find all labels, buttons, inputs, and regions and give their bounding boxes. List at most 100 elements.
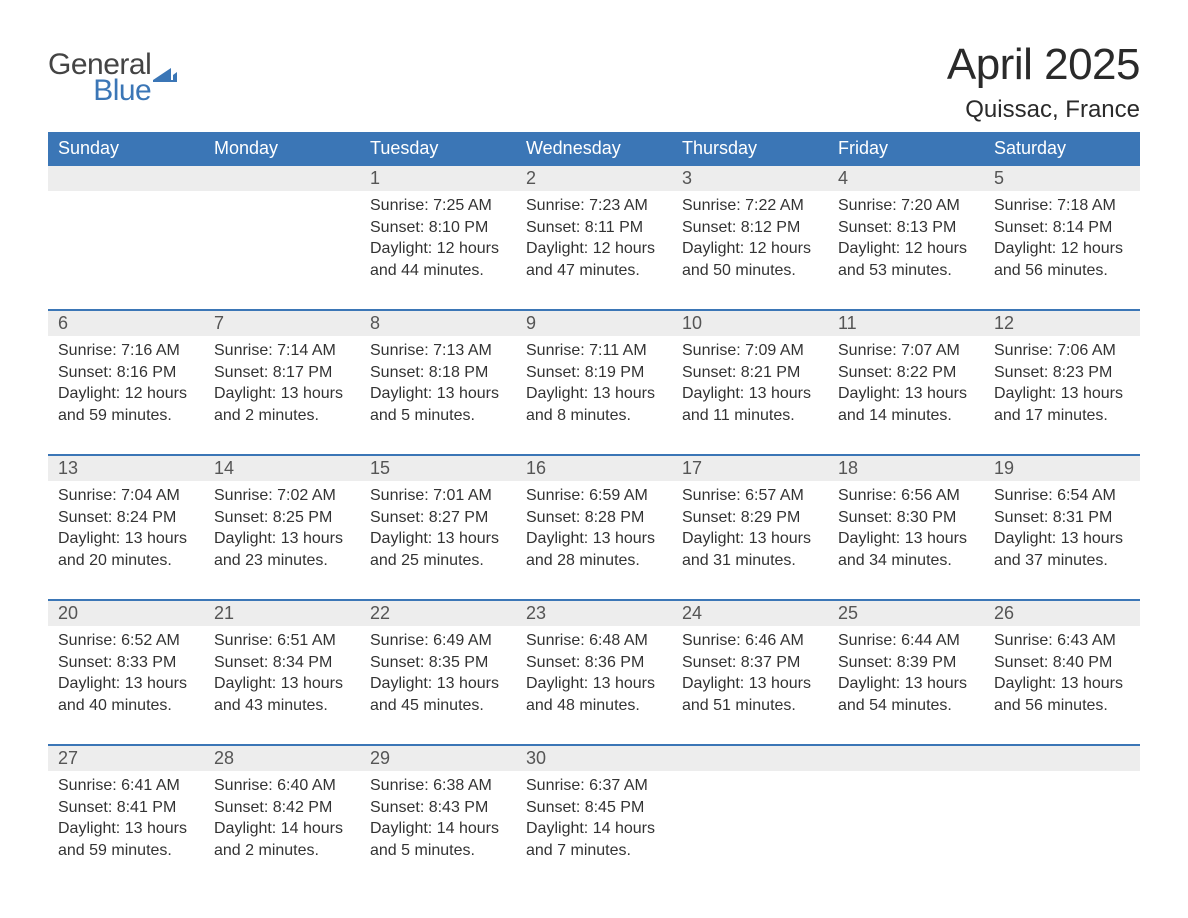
daylight-text: Daylight: 13 hours and 20 minutes.: [58, 528, 194, 571]
day-cell: Sunrise: 7:09 AMSunset: 8:21 PMDaylight:…: [672, 336, 828, 432]
day-cell: Sunrise: 6:49 AMSunset: 8:35 PMDaylight:…: [360, 626, 516, 722]
daylight-text: Daylight: 13 hours and 23 minutes.: [214, 528, 350, 571]
day-cell: Sunrise: 7:16 AMSunset: 8:16 PMDaylight:…: [48, 336, 204, 432]
sunrise-text: Sunrise: 7:20 AM: [838, 195, 974, 217]
header-row: General Blue April 2025 Quissac, France: [48, 40, 1140, 124]
sunrise-text: Sunrise: 6:40 AM: [214, 775, 350, 797]
sunset-text: Sunset: 8:24 PM: [58, 507, 194, 529]
sunrise-text: Sunrise: 7:04 AM: [58, 485, 194, 507]
daylight-text: Daylight: 14 hours and 2 minutes.: [214, 818, 350, 861]
sunset-text: Sunset: 8:27 PM: [370, 507, 506, 529]
day-number: [672, 746, 828, 771]
day-cell: [828, 771, 984, 867]
sunset-text: Sunset: 8:29 PM: [682, 507, 818, 529]
daylight-text: Daylight: 13 hours and 45 minutes.: [370, 673, 506, 716]
sunset-text: Sunset: 8:17 PM: [214, 362, 350, 384]
day-cell: Sunrise: 7:20 AMSunset: 8:13 PMDaylight:…: [828, 191, 984, 287]
day-number: [984, 746, 1140, 771]
sunset-text: Sunset: 8:12 PM: [682, 217, 818, 239]
calendar: Sunday Monday Tuesday Wednesday Thursday…: [48, 132, 1140, 867]
weekday-friday: Friday: [828, 132, 984, 166]
day-cell: [984, 771, 1140, 867]
day-cell: Sunrise: 7:23 AMSunset: 8:11 PMDaylight:…: [516, 191, 672, 287]
weekday-sunday: Sunday: [48, 132, 204, 166]
day-number: 10: [672, 311, 828, 336]
day-cell: Sunrise: 6:37 AMSunset: 8:45 PMDaylight:…: [516, 771, 672, 867]
sunset-text: Sunset: 8:45 PM: [526, 797, 662, 819]
day-number: 16: [516, 456, 672, 481]
day-number: 18: [828, 456, 984, 481]
sunset-text: Sunset: 8:31 PM: [994, 507, 1130, 529]
daylight-text: Daylight: 13 hours and 14 minutes.: [838, 383, 974, 426]
sunset-text: Sunset: 8:35 PM: [370, 652, 506, 674]
daylight-text: Daylight: 14 hours and 7 minutes.: [526, 818, 662, 861]
title-block: April 2025 Quissac, France: [947, 40, 1140, 124]
sunrise-text: Sunrise: 7:01 AM: [370, 485, 506, 507]
weekday-header: Sunday Monday Tuesday Wednesday Thursday…: [48, 132, 1140, 166]
daylight-text: Daylight: 13 hours and 25 minutes.: [370, 528, 506, 571]
daynum-row: 6789101112: [48, 311, 1140, 336]
sunrise-text: Sunrise: 6:54 AM: [994, 485, 1130, 507]
day-cell: [672, 771, 828, 867]
day-number: 11: [828, 311, 984, 336]
day-number: 13: [48, 456, 204, 481]
sunrise-text: Sunrise: 6:44 AM: [838, 630, 974, 652]
day-cell: Sunrise: 6:43 AMSunset: 8:40 PMDaylight:…: [984, 626, 1140, 722]
day-cell: Sunrise: 7:18 AMSunset: 8:14 PMDaylight:…: [984, 191, 1140, 287]
logo: General Blue: [48, 40, 187, 103]
day-number: [204, 166, 360, 191]
daylight-text: Daylight: 13 hours and 8 minutes.: [526, 383, 662, 426]
daylight-text: Daylight: 13 hours and 40 minutes.: [58, 673, 194, 716]
daylight-text: Daylight: 13 hours and 2 minutes.: [214, 383, 350, 426]
day-number: 15: [360, 456, 516, 481]
daylight-text: Daylight: 13 hours and 59 minutes.: [58, 818, 194, 861]
sunset-text: Sunset: 8:28 PM: [526, 507, 662, 529]
day-number: 30: [516, 746, 672, 771]
daylight-text: Daylight: 13 hours and 51 minutes.: [682, 673, 818, 716]
day-cell: Sunrise: 6:51 AMSunset: 8:34 PMDaylight:…: [204, 626, 360, 722]
day-number: [48, 166, 204, 191]
daylight-text: Daylight: 13 hours and 17 minutes.: [994, 383, 1130, 426]
day-cell: Sunrise: 6:59 AMSunset: 8:28 PMDaylight:…: [516, 481, 672, 577]
sunset-text: Sunset: 8:18 PM: [370, 362, 506, 384]
day-cell: Sunrise: 7:14 AMSunset: 8:17 PMDaylight:…: [204, 336, 360, 432]
day-number: 8: [360, 311, 516, 336]
sunrise-text: Sunrise: 6:37 AM: [526, 775, 662, 797]
sunrise-text: Sunrise: 6:56 AM: [838, 485, 974, 507]
week-row: 6789101112Sunrise: 7:16 AMSunset: 8:16 P…: [48, 309, 1140, 432]
sunrise-text: Sunrise: 6:46 AM: [682, 630, 818, 652]
day-number: 22: [360, 601, 516, 626]
sunset-text: Sunset: 8:43 PM: [370, 797, 506, 819]
sunset-text: Sunset: 8:10 PM: [370, 217, 506, 239]
sunset-text: Sunset: 8:42 PM: [214, 797, 350, 819]
day-number: 6: [48, 311, 204, 336]
daynum-row: 13141516171819: [48, 456, 1140, 481]
sunset-text: Sunset: 8:37 PM: [682, 652, 818, 674]
weekday-tuesday: Tuesday: [360, 132, 516, 166]
sunrise-text: Sunrise: 6:41 AM: [58, 775, 194, 797]
day-number: 4: [828, 166, 984, 191]
sunrise-text: Sunrise: 6:43 AM: [994, 630, 1130, 652]
day-cell: Sunrise: 7:13 AMSunset: 8:18 PMDaylight:…: [360, 336, 516, 432]
sunrise-text: Sunrise: 6:48 AM: [526, 630, 662, 652]
day-number: 7: [204, 311, 360, 336]
weekday-saturday: Saturday: [984, 132, 1140, 166]
daylight-text: Daylight: 13 hours and 43 minutes.: [214, 673, 350, 716]
day-number: 14: [204, 456, 360, 481]
day-cell: [204, 191, 360, 287]
daynum-row: 27282930: [48, 746, 1140, 771]
day-number: 29: [360, 746, 516, 771]
week-row: 12345Sunrise: 7:25 AMSunset: 8:10 PMDayl…: [48, 166, 1140, 287]
week-row: 13141516171819Sunrise: 7:04 AMSunset: 8:…: [48, 454, 1140, 577]
sunset-text: Sunset: 8:16 PM: [58, 362, 194, 384]
daylight-text: Daylight: 12 hours and 56 minutes.: [994, 238, 1130, 281]
daylight-text: Daylight: 13 hours and 5 minutes.: [370, 383, 506, 426]
week-row: 20212223242526Sunrise: 6:52 AMSunset: 8:…: [48, 599, 1140, 722]
sunrise-text: Sunrise: 6:38 AM: [370, 775, 506, 797]
day-cell: Sunrise: 7:07 AMSunset: 8:22 PMDaylight:…: [828, 336, 984, 432]
logo-text: General Blue: [48, 52, 151, 103]
sunrise-text: Sunrise: 7:07 AM: [838, 340, 974, 362]
day-cell: Sunrise: 6:48 AMSunset: 8:36 PMDaylight:…: [516, 626, 672, 722]
sunrise-text: Sunrise: 6:51 AM: [214, 630, 350, 652]
day-cell: Sunrise: 6:40 AMSunset: 8:42 PMDaylight:…: [204, 771, 360, 867]
